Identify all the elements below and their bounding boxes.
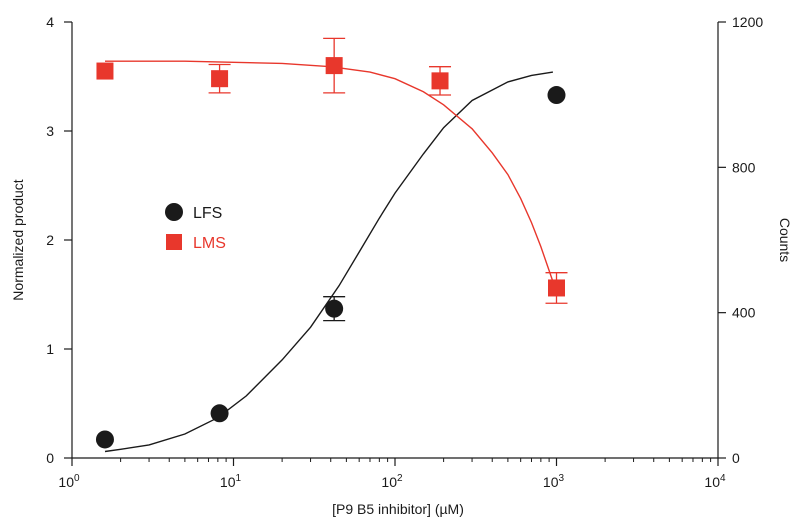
fit-curve-lms [105,60,555,284]
x-axis-title: [P9 B5 inhibitor] (µM) [332,501,464,517]
right-y-tick-label: 1200 [732,14,763,30]
legend: LFS LMS [165,203,226,252]
x-tick-label: 101 [220,473,242,490]
data-point-lfs [547,86,566,105]
left-y-tick-label: 2 [46,232,54,248]
data-point-lms [431,72,449,90]
legend-marker-lfs [165,203,183,221]
legend-label-lms: LMS [193,235,226,252]
left-y-tick-label: 4 [46,14,54,30]
fit-curve-lfs [104,71,554,453]
left-y-tick-label: 3 [46,123,54,139]
x-tick-label: 100 [58,473,80,490]
x-tick-label: 104 [704,473,726,490]
data-point-lfs [325,299,344,318]
x-tick-label: 103 [543,473,565,490]
right-y-tick-label: 800 [732,159,756,175]
data-point-lfs [95,430,114,449]
data-point-lms [325,57,343,75]
data-points [95,37,568,449]
x-tick-label: 102 [381,473,403,490]
right-y-tick-label: 400 [732,305,756,321]
right-y-tick-label: 0 [732,450,740,466]
left-y-tick-label: 1 [46,341,54,357]
left-y-axis-title: Normalized product [10,179,26,300]
axes: 100 101 102 103 104 0 1 2 3 4 0 400 800 1200 [46,14,763,490]
data-point-lms [548,279,565,297]
legend-label-lfs: LFS [193,205,222,222]
data-point-lms [211,70,229,88]
fit-curves [104,60,555,453]
legend-marker-lms [166,234,182,250]
left-y-tick-label: 0 [46,450,54,466]
data-point-lms [96,62,114,80]
right-y-axis-title: Counts [777,218,791,262]
data-point-lfs [210,404,229,423]
